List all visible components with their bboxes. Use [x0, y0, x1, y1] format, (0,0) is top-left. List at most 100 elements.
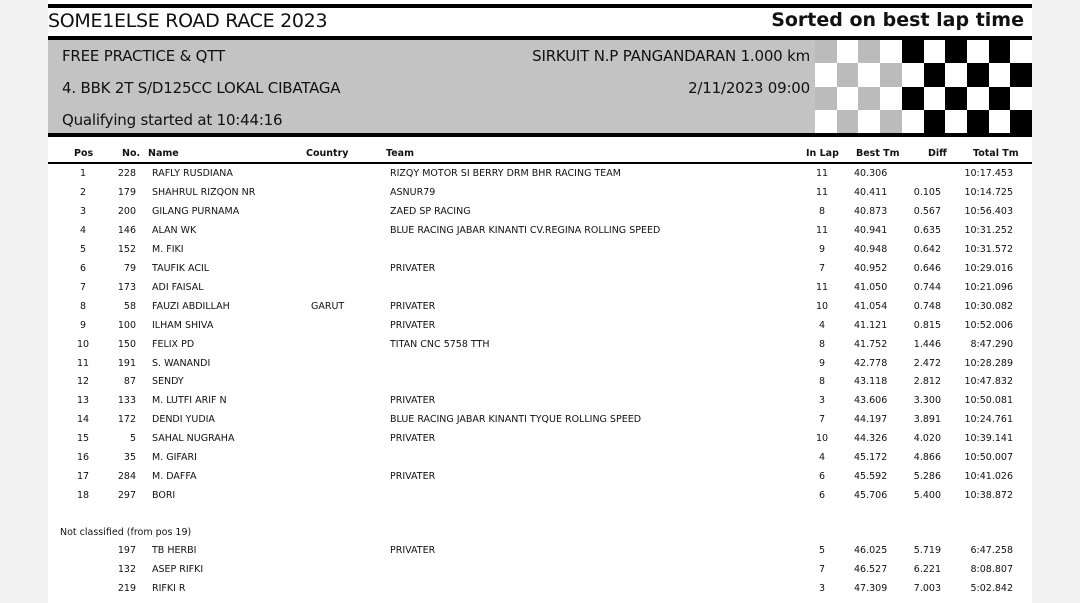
- table-row: 5 152 M. FIKI 9 40.948 0.642 10:31.572: [48, 244, 1032, 262]
- cell-in-lap: 6: [818, 471, 826, 483]
- flag-square: [901, 63, 924, 87]
- cell-no: 79: [123, 262, 136, 274]
- flag-square: [988, 109, 1011, 133]
- cell-in-lap: 7: [818, 262, 826, 274]
- flag-square: [836, 86, 859, 110]
- cell-total: 10:50.007: [964, 452, 1013, 464]
- col-name: Name: [148, 148, 179, 159]
- cell-total: 8:47.290: [970, 338, 1014, 350]
- table-row: 16 35 M. GIFARI 4 45.172 4.866 10:50.007: [48, 452, 1032, 470]
- cell-team: ASNUR79: [390, 186, 436, 198]
- cell-diff: 0.105: [913, 186, 941, 198]
- col-best: Best Tm: [856, 148, 900, 159]
- flag-square: [836, 109, 859, 133]
- cell-team: PRIVATER: [390, 300, 436, 312]
- col-no: No.: [122, 148, 141, 159]
- sort-note: Sorted on best lap time: [771, 9, 1024, 31]
- cell-diff: 5.400: [913, 490, 941, 502]
- table-row: 3 200 GILANG PURNAMA ZAED SP RACING 8 40.873 0…: [48, 206, 1032, 224]
- cell-pos: 1: [79, 168, 87, 179]
- cell-pos: 9: [79, 319, 87, 331]
- cell-name: M. DAFFA: [152, 471, 197, 483]
- cell-pos: 12: [76, 376, 90, 388]
- results-page: SOME1ELSE ROAD RACE 2023 Sorted on best …: [48, 0, 1032, 603]
- cell-in-lap: 10: [815, 300, 829, 312]
- flag-square: [880, 40, 902, 64]
- cell-team: BLUE RACING JABAR KINANTI TYQUE ROLLING …: [390, 414, 642, 426]
- cell-best: 40.411: [854, 186, 888, 198]
- cell-name: ILHAM SHIVA: [152, 319, 214, 331]
- cell-team: PRIVATER: [390, 395, 436, 407]
- cell-diff: 5.286: [913, 471, 941, 483]
- cell-no: 58: [123, 300, 136, 312]
- cell-pos: 8: [79, 300, 87, 312]
- flag-square: [966, 63, 989, 87]
- flag-square: [1010, 40, 1032, 64]
- cell-name: M. GIFARI: [152, 452, 197, 464]
- cell-total: 10:29.016: [964, 262, 1013, 274]
- cell-no: 146: [117, 224, 136, 236]
- cell-diff: 0.748: [913, 300, 941, 312]
- cell-pos: 18: [76, 490, 90, 502]
- cell-best: 43.606: [854, 395, 888, 407]
- cell-no: 87: [123, 376, 136, 388]
- cell-total: 6:47.258: [970, 545, 1014, 556]
- table-row: 11 191 S. WANANDI 9 42.778 2.472 10:28.289: [48, 358, 1032, 376]
- not-classified-label: Not classified (from pos 19): [60, 527, 192, 538]
- flag-square: [1010, 86, 1032, 110]
- table-row: 15 5 SAHAL NUGRAHA PRIVATER 10 44.326 4.020 10:…: [48, 433, 1032, 451]
- cell-name: SAHAL NUGRAHA: [152, 433, 235, 445]
- cell-no: 150: [117, 338, 136, 350]
- table-row: 8 58 FAUZI ABDILLAH GARUT PRIVATER 10 41.054 0.…: [48, 301, 1032, 319]
- cell-total: 10:47.832: [964, 376, 1013, 388]
- table-row: 1 228 RAFLY RUSDIANA RIZQY MOTOR SI BERRY D…: [48, 168, 1032, 186]
- cell-no: 132: [117, 564, 136, 575]
- cell-name: TB HERBI: [152, 545, 197, 556]
- start-time: Qualifying started at 10:44:16: [62, 111, 283, 129]
- cell-name: SENDY: [152, 376, 184, 388]
- cell-best: 40.306: [854, 168, 888, 179]
- cell-name: M. FIKI: [152, 243, 184, 255]
- cell-name: ASEP RIFKI: [152, 564, 204, 575]
- cell-pos: 15: [76, 433, 90, 445]
- flag-square: [988, 86, 1011, 110]
- cell-total: 10:52.006: [964, 319, 1013, 331]
- cell-no: 152: [117, 243, 136, 255]
- checkered-flag-icon: [815, 40, 1032, 133]
- divider: [48, 4, 1032, 8]
- flag-square: [858, 86, 881, 110]
- cell-in-lap: 4: [818, 319, 826, 331]
- cell-best: 45.592: [854, 471, 888, 483]
- cell-in-lap: 7: [818, 414, 826, 426]
- cell-diff: 0.646: [913, 262, 941, 274]
- flag-square: [815, 40, 837, 64]
- cell-in-lap: 6: [818, 490, 826, 502]
- cell-pos: 4: [79, 224, 87, 236]
- cell-total: 10:24.761: [964, 414, 1013, 426]
- cell-best: 41.121: [854, 319, 888, 331]
- cell-total: 10:17.453: [964, 168, 1013, 179]
- cell-name: BORI: [152, 490, 176, 502]
- cell-name: FELIX PD: [152, 338, 195, 350]
- cell-name: SHAHRUL RIZQON NR: [152, 186, 256, 198]
- flag-square: [923, 63, 946, 87]
- cell-in-lap: 5: [818, 545, 826, 556]
- cell-pos: 10: [76, 338, 90, 350]
- cell-team: PRIVATER: [390, 319, 436, 331]
- table-row: 219 RIFKI R 3 47.309 7.003 5:02.842: [48, 583, 1032, 601]
- cell-team: TITAN CNC 5758 TTH: [390, 338, 490, 350]
- col-country: Country: [306, 148, 349, 159]
- cell-best: 44.326: [854, 433, 888, 445]
- cell-no: 172: [117, 414, 136, 426]
- cell-team: PRIVATER: [390, 545, 436, 556]
- col-diff: Diff: [928, 148, 947, 159]
- col-in-lap: In Lap: [806, 148, 839, 159]
- flag-square: [858, 63, 881, 87]
- flag-square: [901, 40, 924, 64]
- cell-pos: 17: [76, 471, 90, 483]
- event-title: SOME1ELSE ROAD RACE 2023: [48, 10, 328, 32]
- cell-in-lap: 3: [818, 395, 826, 407]
- cell-no: 228: [117, 168, 136, 179]
- cell-best: 41.752: [854, 338, 888, 350]
- cell-pos: 6: [79, 262, 87, 274]
